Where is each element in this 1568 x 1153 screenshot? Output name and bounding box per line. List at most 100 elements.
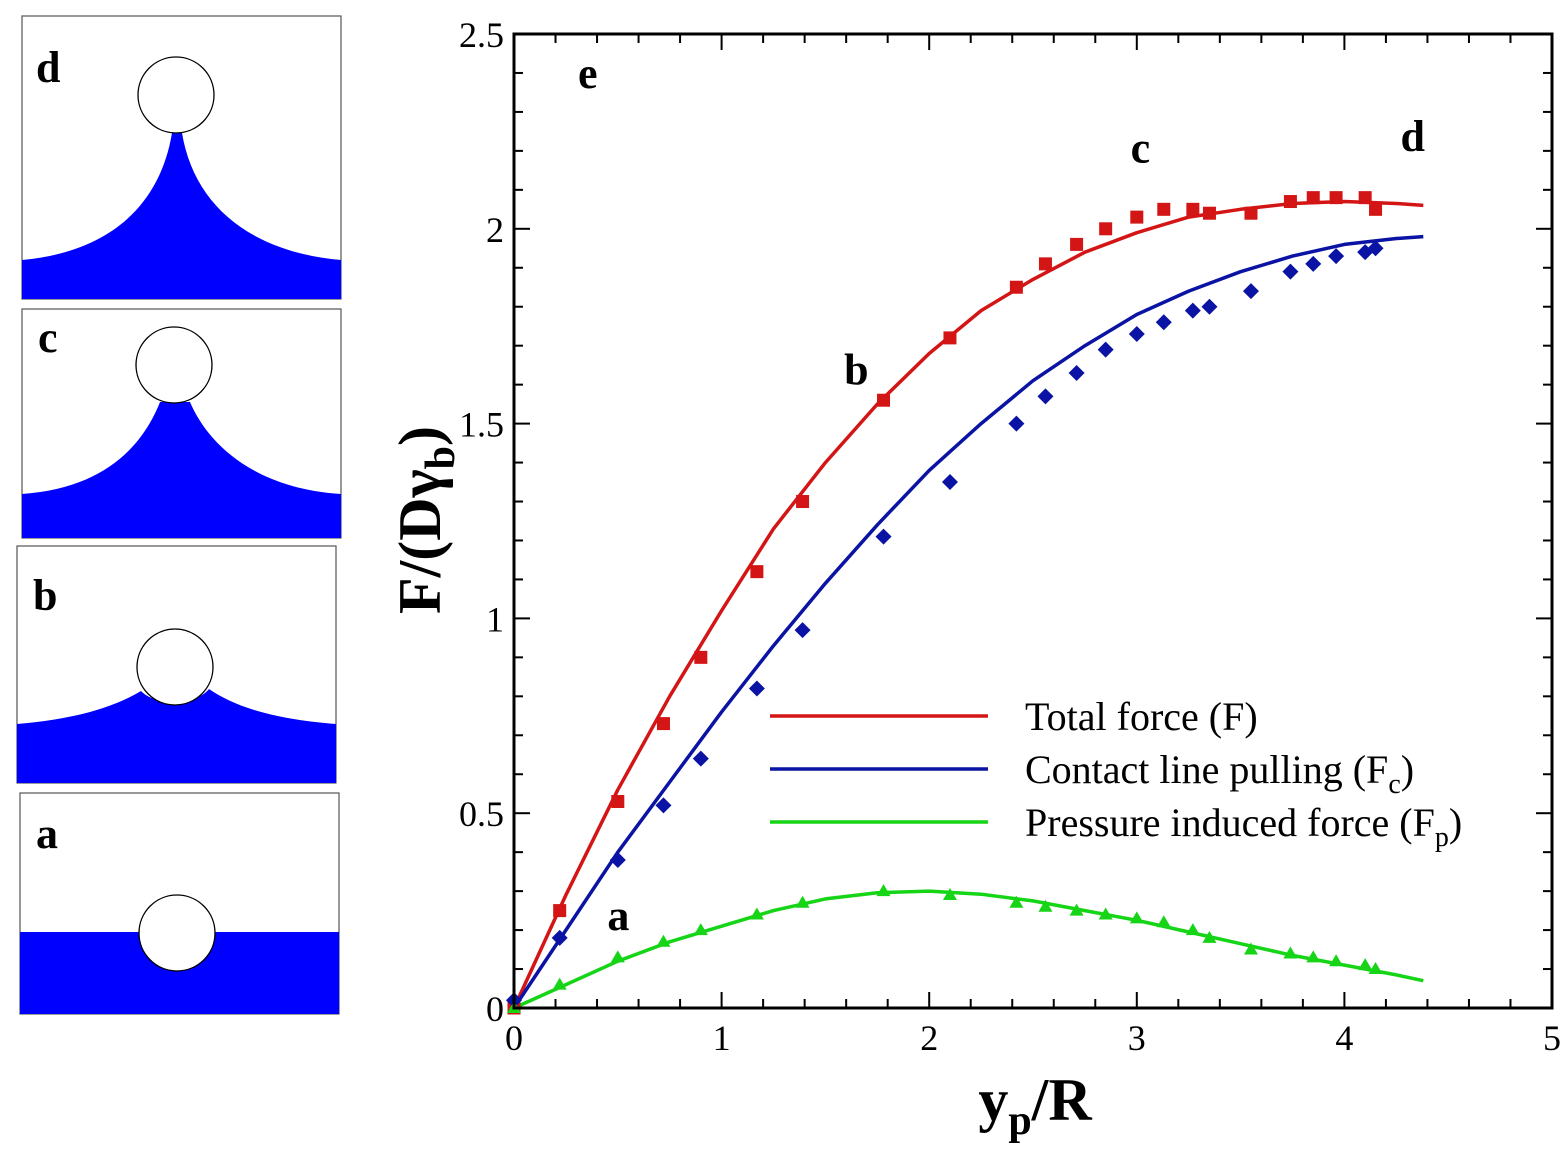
- legend-label-contact: Contact line pulling (Fc): [1025, 747, 1414, 800]
- data-point-pressure: [1306, 950, 1321, 963]
- data-point-total: [796, 495, 810, 509]
- chart-panel-label: e: [578, 49, 598, 98]
- data-point-pressure: [1329, 954, 1344, 967]
- data-point-pressure: [693, 923, 708, 936]
- series-points: [506, 191, 1384, 1015]
- snapshot-panel-d: d: [21, 15, 342, 300]
- data-point-contact: [1068, 364, 1085, 381]
- y-tick-label: 2.5: [459, 15, 504, 55]
- x-tick-label: 4: [1335, 1018, 1353, 1058]
- legend-label-contact-sub: c: [1388, 769, 1400, 800]
- data-point-total: [1283, 195, 1297, 209]
- legend-label-pressure-text: Pressure induced force (F: [1025, 800, 1435, 845]
- data-point-contact: [1367, 240, 1384, 257]
- annotation-label: c: [1131, 124, 1151, 173]
- data-point-contact: [692, 750, 709, 767]
- point-annotations: a b c d: [607, 112, 1425, 940]
- snapshot-panel-b: b: [16, 545, 337, 784]
- y-tick-label: 1: [486, 599, 504, 639]
- series-line-pressure: [513, 889, 1424, 1010]
- legend-label-total-text: Total force (F): [1025, 694, 1258, 739]
- data-point-total: [656, 717, 670, 731]
- data-point-pressure: [1098, 907, 1113, 920]
- data-point-pressure: [749, 907, 764, 920]
- series-lines: [512, 199, 1424, 1010]
- data-point-total: [553, 904, 567, 918]
- data-point-contact: [748, 680, 765, 697]
- data-point-pressure: [1358, 958, 1373, 971]
- data-point-total: [877, 393, 891, 407]
- data-point-total: [1202, 206, 1216, 220]
- data-point-contact: [941, 474, 958, 491]
- y-tick-label: 2: [486, 210, 504, 250]
- series-line-contact: [512, 234, 1424, 1009]
- y-axis-title-close: ): [387, 426, 453, 446]
- x-axis-title-main: y: [978, 1067, 1008, 1133]
- y-tick-label: 0.5: [459, 794, 504, 834]
- panel-label-b: b: [33, 571, 57, 620]
- snapshot-panel-a: a: [19, 792, 340, 1015]
- data-point-contact: [609, 851, 626, 868]
- x-tick-labels: 0 1 2 3 4 5: [505, 1018, 1561, 1058]
- fluid-meniscus-c: [22, 402, 341, 538]
- data-point-pressure: [1156, 915, 1171, 928]
- data-point-total: [1070, 237, 1084, 251]
- x-axis-title-sub: p: [1008, 1098, 1031, 1144]
- data-point-total: [1009, 280, 1023, 294]
- particle-d: [137, 56, 215, 134]
- data-point-total: [750, 565, 764, 579]
- data-point-contact: [875, 528, 892, 545]
- y-tick-label: 1.5: [459, 405, 504, 445]
- data-point-total: [694, 650, 708, 664]
- data-point-pressure: [1202, 930, 1217, 943]
- y-axis-title-main: F/(D: [387, 497, 453, 614]
- legend-label-contact-close: ): [1401, 747, 1414, 792]
- data-point-contact: [1155, 314, 1172, 331]
- legend-label-total: Total force (F): [1025, 694, 1258, 739]
- series-line-total: [512, 199, 1424, 1009]
- x-tick-label: 1: [713, 1018, 731, 1058]
- data-point-total: [1244, 206, 1258, 220]
- y-tick-label: 0: [486, 989, 504, 1029]
- data-point-pressure: [552, 977, 567, 990]
- data-point-pressure: [795, 895, 810, 908]
- fluid-meniscus-d: [22, 133, 341, 299]
- data-point-total: [1099, 222, 1113, 236]
- data-point-pressure: [1069, 903, 1084, 916]
- data-point-total: [611, 795, 625, 809]
- data-point-pressure: [1129, 911, 1144, 924]
- fluid-meniscus-b: [17, 689, 336, 783]
- legend-label-pressure-sub: p: [1435, 822, 1449, 853]
- plot-frame: [512, 32, 1554, 1010]
- data-point-contact: [655, 797, 672, 814]
- x-tick-label: 3: [1128, 1018, 1146, 1058]
- data-point-pressure: [1038, 899, 1053, 912]
- x-axis-title: yp/R: [978, 1067, 1092, 1144]
- y-axis-title-sub: b: [418, 446, 464, 469]
- data-point-contact: [551, 929, 568, 946]
- data-point-pressure: [1368, 962, 1383, 975]
- data-point-pressure: [1185, 923, 1200, 936]
- legend-label-pressure-close: ): [1449, 800, 1462, 845]
- data-point-total: [1369, 202, 1383, 216]
- panel-label-c: c: [38, 313, 58, 362]
- y-axis-title-greek: γ: [387, 469, 453, 498]
- annotation-label: a: [607, 891, 629, 940]
- data-point-contact: [1282, 263, 1299, 280]
- x-tick-label: 0: [505, 1018, 523, 1058]
- data-point-contact: [1037, 388, 1054, 405]
- legend: Total force (F) Contact line pulling (Fc…: [770, 694, 1462, 853]
- data-point-contact: [1128, 325, 1145, 342]
- data-point-pressure: [1243, 942, 1258, 955]
- data-point-pressure: [610, 950, 625, 963]
- force-chart: 0 1 2 3 4 5 0 0.5 1 1.5 2 2.5 yp/R F/(Dγ…: [387, 15, 1561, 1144]
- legend-label-pressure: Pressure induced force (Fp): [1025, 800, 1462, 853]
- data-point-total: [943, 331, 957, 345]
- particle-a: [138, 894, 216, 972]
- y-tick-labels: 0 0.5 1 1.5 2 2.5: [459, 15, 504, 1029]
- data-point-total: [1329, 191, 1343, 205]
- annotation-label: b: [844, 346, 868, 395]
- data-point-pressure: [942, 888, 957, 901]
- data-point-contact: [1008, 415, 1025, 432]
